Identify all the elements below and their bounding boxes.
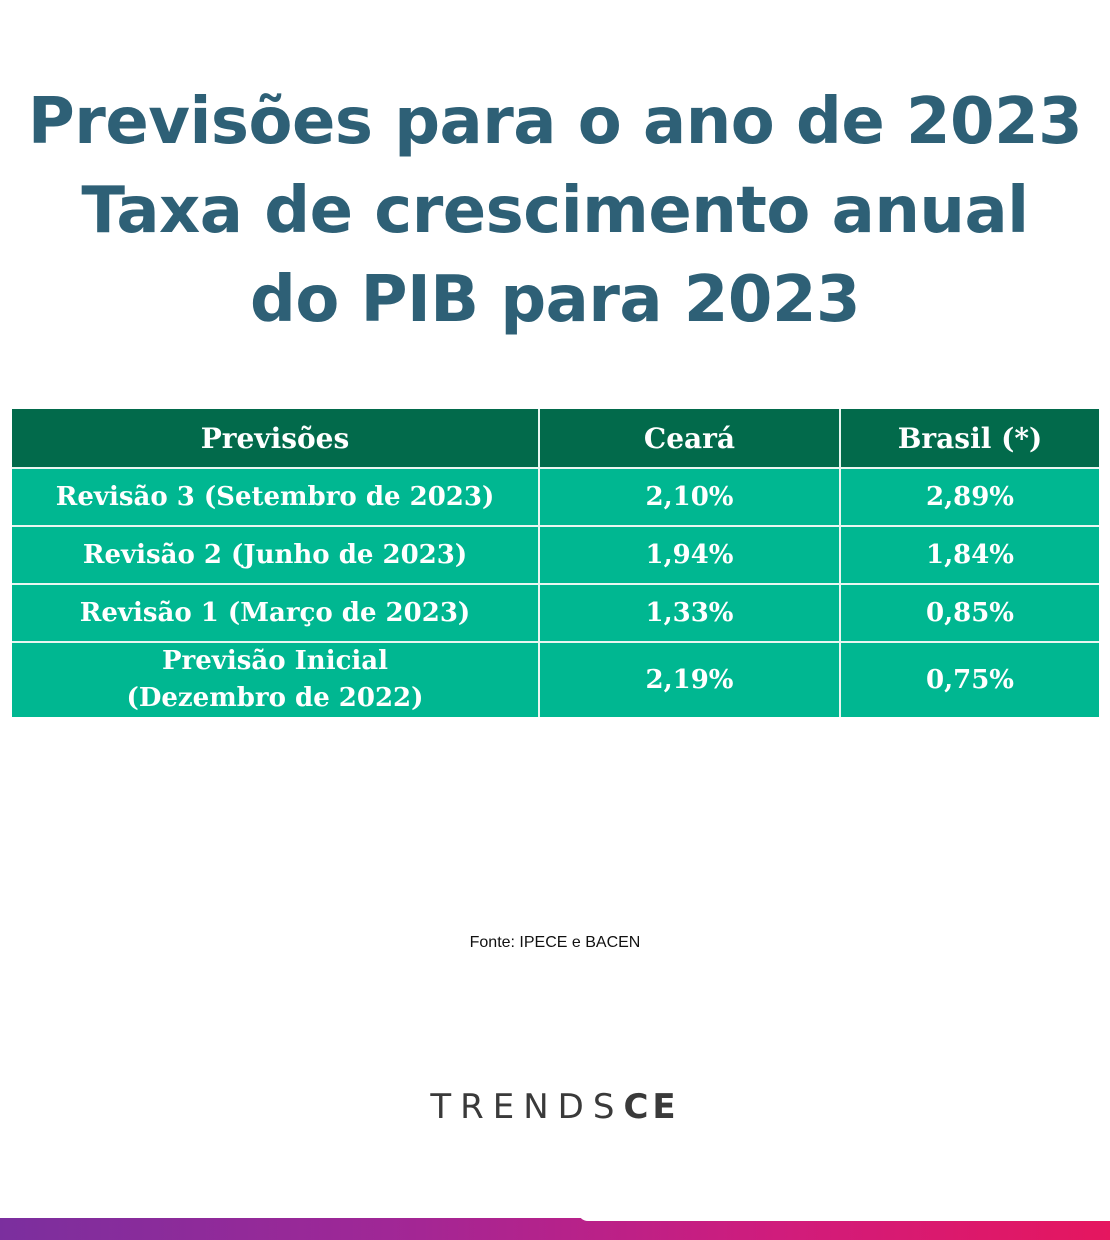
header-brasil: Brasil (*) [839,409,1099,469]
title-line-3: do PIB para 2023 [250,263,861,337]
brasil-value: 0,85% [839,583,1099,643]
logo-text-light: TRENDS [430,1087,624,1127]
row-label-line: Revisão 1 (Março de 2023) [79,597,471,628]
forecast-table: Previsões Ceará Brasil (*) Revisão 3 (Se… [12,409,1099,717]
row-label: Revisão 1 (Março de 2023) [12,583,540,643]
title-line-2: Taxa de crescimento anual [81,174,1029,248]
page-title: Previsões para o ano de 2023 Taxa de cre… [0,78,1110,345]
row-label: Revisão 2 (Junho de 2023) [12,525,540,585]
source-note: Fonte: IPECE e BACEN [469,934,641,951]
row-label-line: Revisão 3 (Setembro de 2023) [55,481,495,512]
bottom-gradient-bar [0,1218,1110,1240]
brasil-value: 2,89% [839,467,1099,527]
ceara-value: 1,33% [538,583,841,643]
brasil-value: 0,75% [839,641,1099,717]
row-label: Revisão 3 (Setembro de 2023) [12,467,540,527]
row-label: Previsão Inicial (Dezembro de 2022) [12,641,540,717]
forecast-table-container: Previsões Ceará Brasil (*) Revisão 3 (Se… [12,409,1099,717]
row-label-line: Revisão 2 (Junho de 2023) [82,539,468,570]
ceara-value: 2,10% [538,467,841,527]
title-line-1: Previsões para o ano de 2023 [27,85,1083,159]
brasil-value: 1,84% [839,525,1099,585]
row-label-line: (Dezembro de 2022) [126,683,424,713]
table-row: Revisão 3 (Setembro de 2023) 2,10% 2,89% [12,467,1099,527]
trendsce-logo: TRENDSCE [0,1087,1110,1127]
header-ceara: Ceará [538,409,841,469]
table-header-row: Previsões Ceará Brasil (*) [12,409,1099,469]
ceara-value: 1,94% [538,525,841,585]
ceara-value: 2,19% [538,641,841,717]
table-row: Revisão 2 (Junho de 2023) 1,94% 1,84% [12,525,1099,585]
table-row: Revisão 1 (Março de 2023) 1,33% 0,85% [12,583,1099,643]
logo-text-bold: CE [623,1087,680,1127]
table-row: Previsão Inicial (Dezembro de 2022) 2,19… [12,641,1099,717]
header-previsoes: Previsões [12,409,540,469]
bottom-bar-notch [578,1211,1110,1221]
row-label-line: Previsão Inicial [161,646,389,676]
